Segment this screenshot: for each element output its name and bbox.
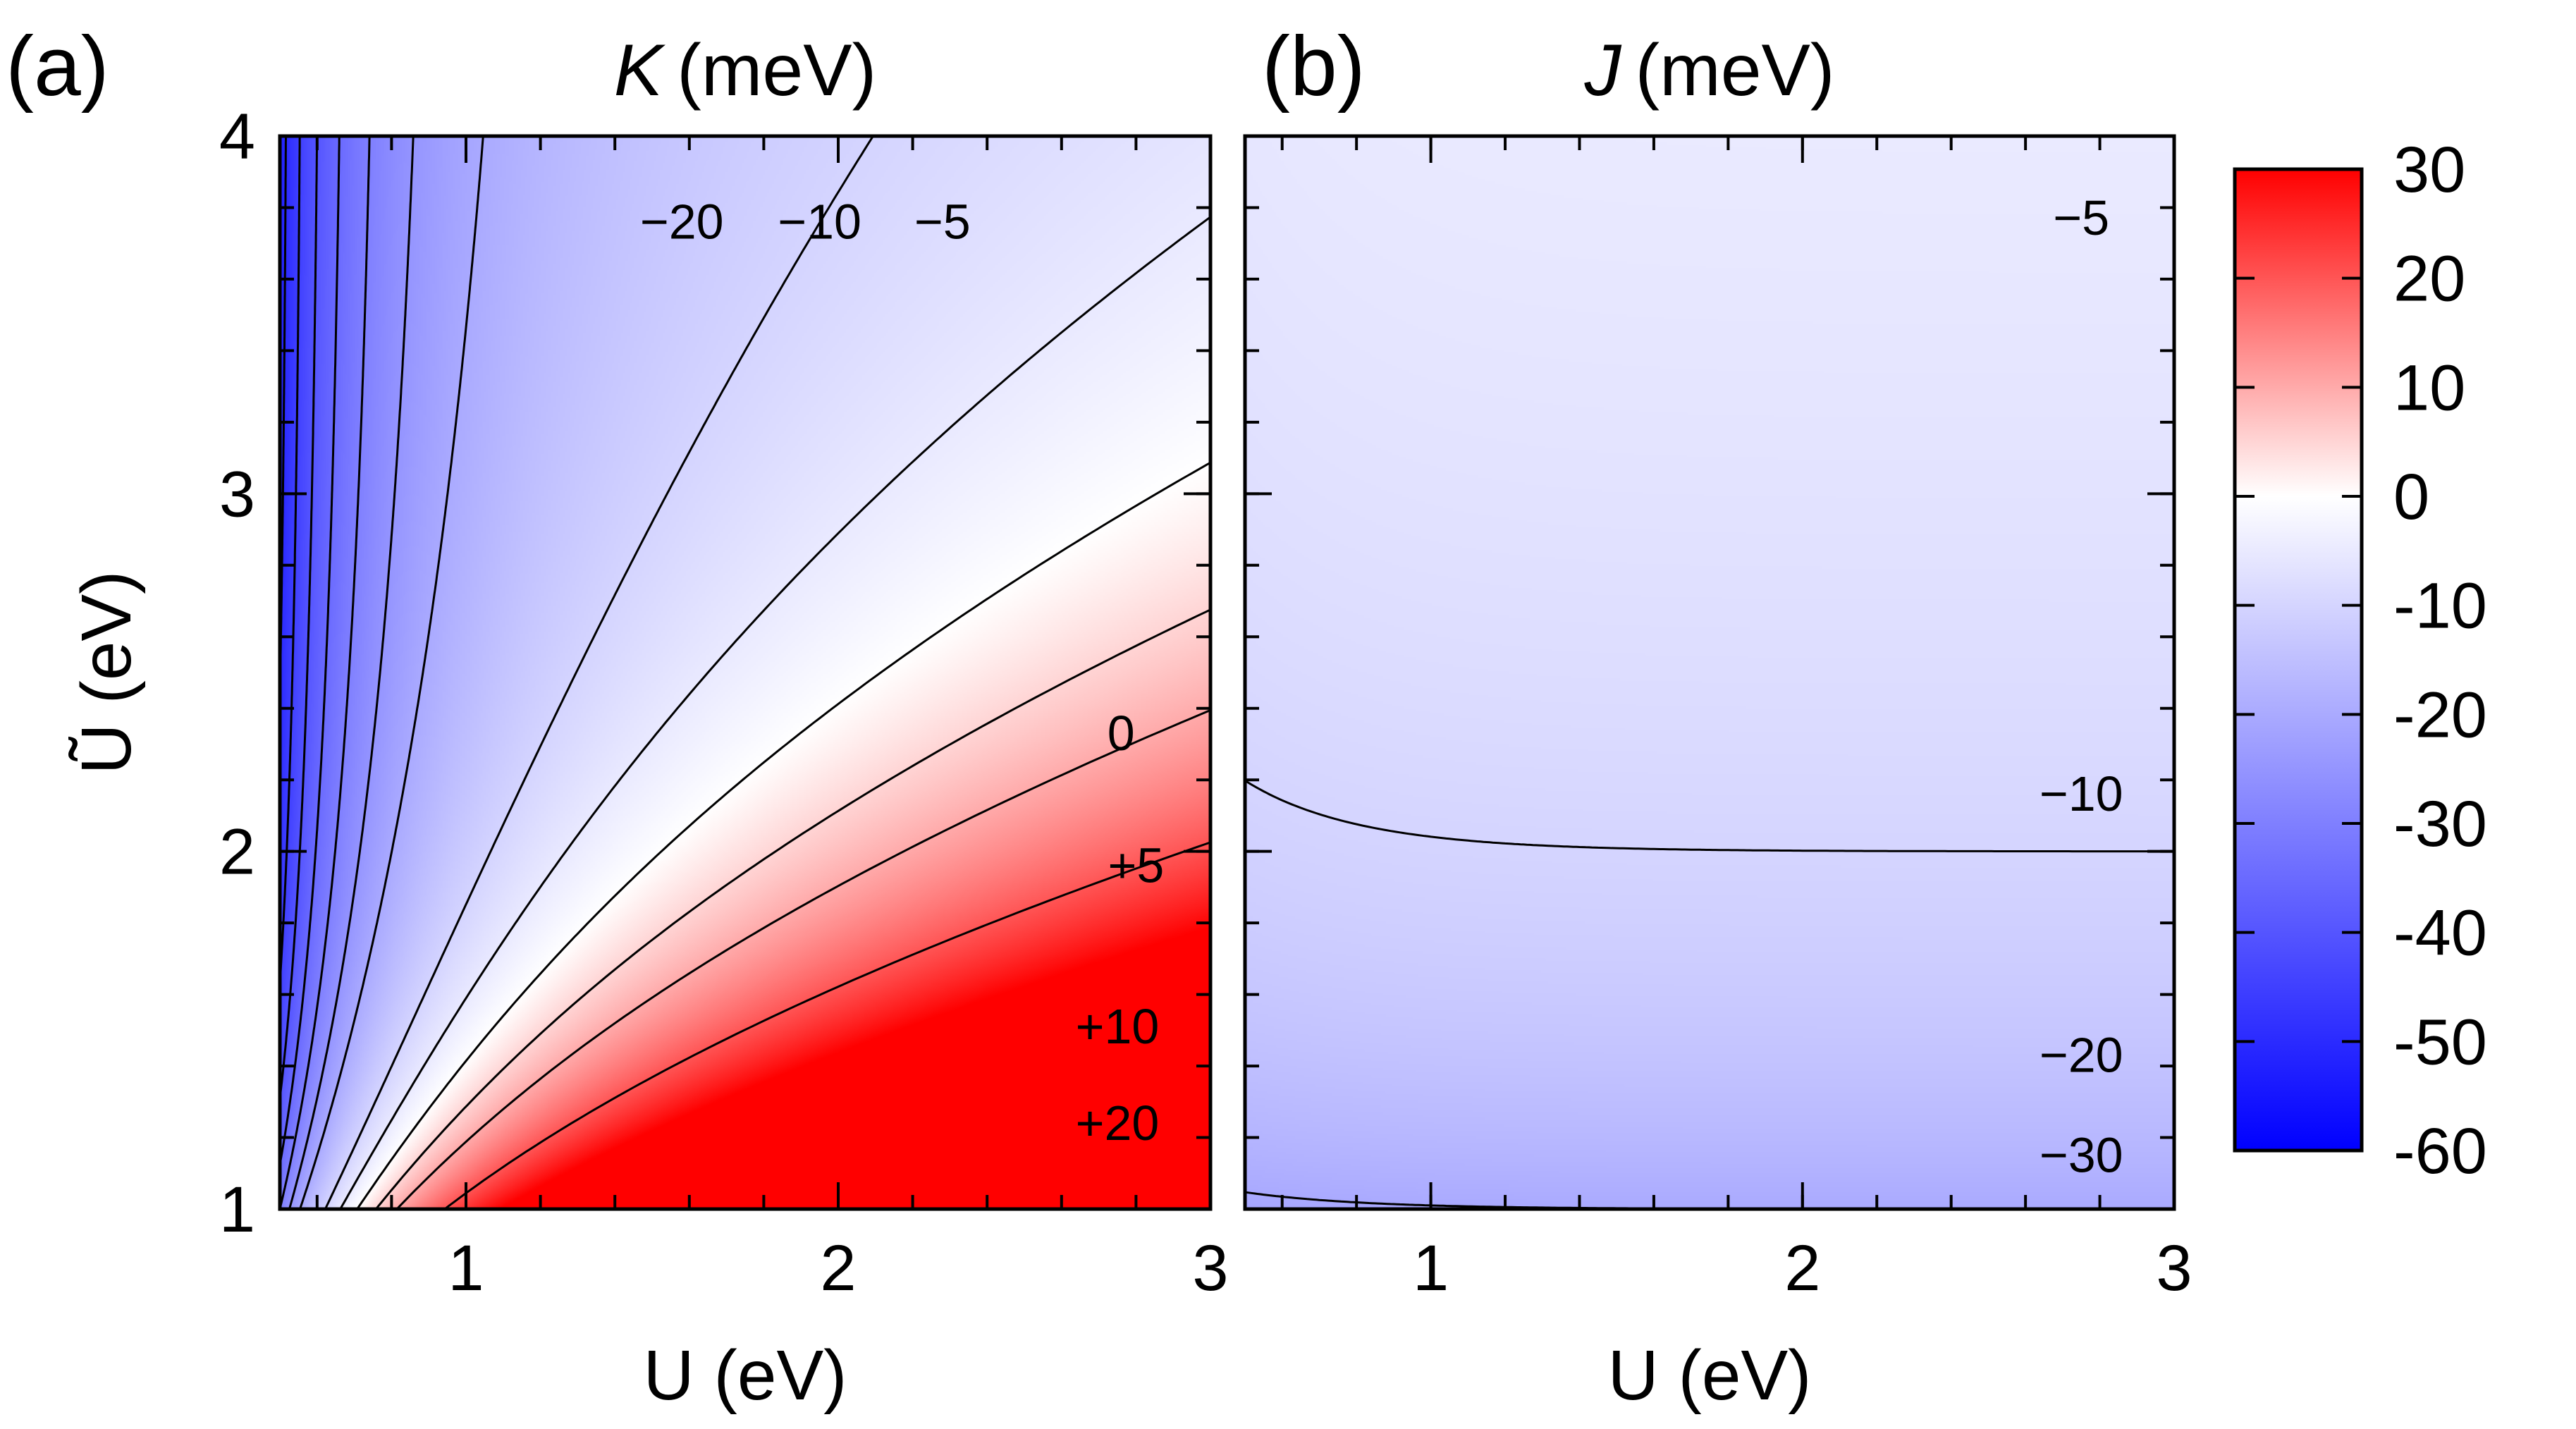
y-tick-label: 3 — [219, 458, 255, 530]
heatmap-a-image — [280, 136, 1210, 1209]
contour-label: +20 — [1076, 1096, 1160, 1151]
y-tick-label: 1 — [219, 1174, 255, 1246]
y-tick-label: 4 — [219, 101, 255, 173]
contour-line — [280, 136, 371, 1209]
contour-line — [1245, 1321, 2174, 1328]
contour-line — [280, 136, 319, 1108]
panel-title-a: K (meV) — [614, 30, 876, 111]
contour-label: −10 — [778, 194, 861, 249]
colorbar-tick-label: -10 — [2393, 570, 2487, 642]
contour-line — [1245, 780, 2174, 853]
x-tick-label: 2 — [820, 1232, 856, 1304]
contour-label: +10 — [1076, 999, 1160, 1054]
colorbar-ticks: 30 20 10 0 -10 -20 -30 -40 -50 -60 — [2235, 134, 2487, 1187]
contour-labels-a: −20 −10 −5 0 +5 +10 +20 — [640, 194, 1164, 1150]
contour-line — [280, 136, 301, 1000]
colorbar-tick-label: -50 — [2393, 1006, 2487, 1078]
heatmap-b-image — [1245, 136, 2174, 1209]
contour-line — [299, 136, 484, 1209]
x-tick-label: 2 — [1784, 1232, 1820, 1304]
contour-label: −20 — [640, 194, 724, 249]
contour-line — [280, 136, 341, 1171]
colorbar-tick-label: 10 — [2393, 352, 2465, 424]
contour-label: −30 — [2040, 1127, 2123, 1182]
ylabel-a: Ũ (eV) — [67, 571, 146, 775]
contour-labels-b: −5 −10 −20 −30 — [2040, 190, 2123, 1182]
colorbar-gradient — [2233, 167, 2364, 1153]
ticks-b: 1 2 3 — [1245, 136, 2192, 1304]
xlabel-a: U (eV) — [644, 1336, 847, 1415]
colorbar-tick-label: -30 — [2393, 788, 2487, 860]
contour-line — [240, 136, 264, 1209]
contour-label: −5 — [914, 194, 971, 249]
x-tick-label: 3 — [2156, 1232, 2192, 1304]
panel-title-b: J (meV) — [1583, 30, 1834, 111]
contour-label: −5 — [2053, 190, 2109, 245]
x-tick-label: 1 — [1413, 1232, 1449, 1304]
contour-label: +5 — [1108, 838, 1164, 893]
plot-frame-a — [278, 134, 1213, 1211]
contour-line — [339, 215, 1210, 1209]
panel-letter-b: (b) — [1262, 19, 1366, 114]
x-tick-label: 1 — [448, 1232, 484, 1304]
colorbar-tick-label: -20 — [2393, 679, 2487, 751]
contour-line — [356, 461, 1210, 1209]
contour-line — [443, 841, 1210, 1209]
contour-line — [288, 136, 415, 1209]
contour-label: −10 — [2040, 766, 2123, 821]
x-tick-label: 3 — [1192, 1232, 1228, 1304]
contour-label: 0 — [1108, 706, 1135, 761]
contour-line — [324, 136, 874, 1209]
colorbar: 30 20 10 0 -10 -20 -30 -40 -50 -60 — [2233, 134, 2487, 1187]
contour-line — [395, 709, 1210, 1209]
panel-a: −20 −10 −5 0 +5 +10 +20 1 2 3 1 2 3 4 (a) K (meV) U (… — [6, 19, 1229, 1415]
colorbar-tick-label: 30 — [2393, 134, 2465, 206]
colorbar-tick-label: 20 — [2393, 243, 2465, 315]
contour-label: −20 — [2040, 1027, 2123, 1082]
colorbar-tick-label: -40 — [2393, 897, 2487, 969]
contour-line — [375, 608, 1210, 1209]
panel-letter-a: (a) — [6, 19, 109, 114]
panel-b: −5 −10 −20 −30 1 2 3 (b) J (meV) U (eV) — [1243, 19, 2192, 1415]
plot-frame-b — [1243, 134, 2176, 1211]
panel-title-b-unit: (meV) — [1635, 30, 1834, 111]
colorbar-tick-label: -60 — [2393, 1115, 2487, 1187]
ticks-a: 1 2 3 1 2 3 4 — [219, 101, 1229, 1304]
y-tick-label: 2 — [219, 816, 255, 888]
panel-title-a-unit: (meV) — [677, 30, 876, 111]
contours-a — [240, 136, 1210, 1209]
xlabel-b: U (eV) — [1608, 1336, 1812, 1415]
colorbar-tick-label: 0 — [2393, 461, 2429, 533]
